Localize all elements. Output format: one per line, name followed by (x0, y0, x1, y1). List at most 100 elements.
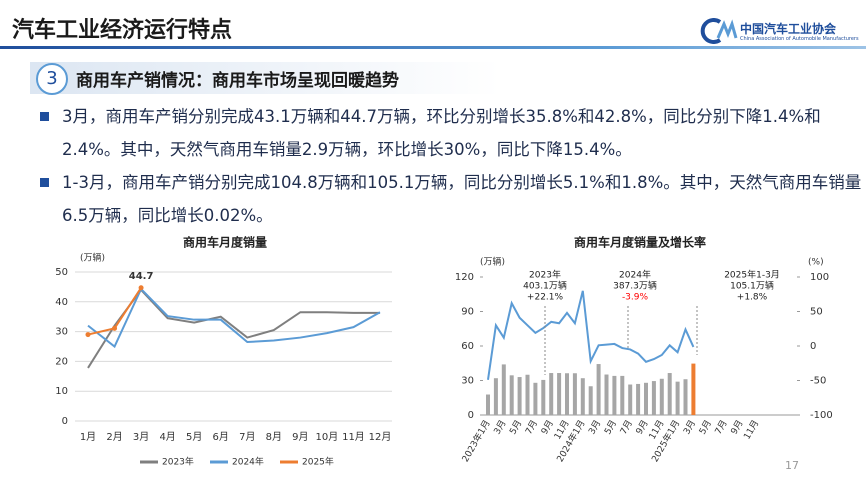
y2-tick-label: 0 (810, 341, 816, 352)
y-tick-label: 30 (55, 327, 68, 338)
bar (493, 378, 498, 415)
legend-label: 2024年 (232, 456, 264, 468)
logo-subtitle: China Association of Automobile Manufact… (740, 36, 859, 42)
x-tick-label: 11月 (342, 431, 365, 443)
bar (572, 373, 577, 415)
y-axis-label: (万辆) (80, 252, 105, 264)
y2-tick-label: 100 (810, 272, 829, 283)
x-tick-label: 3月 (133, 431, 149, 443)
bar (509, 375, 514, 415)
annotation: 2025年1-3月 (724, 269, 780, 281)
x-tick-label: 5月 (602, 418, 619, 436)
header-rule (0, 46, 866, 49)
bar (549, 373, 554, 415)
bar (628, 384, 633, 415)
x-tick-label: 8月 (266, 431, 282, 443)
x-tick-label: 9月 (292, 431, 308, 443)
logo-name: 中国汽车工业协会 (740, 22, 837, 36)
logo-mark (700, 18, 738, 44)
x-tick-label: 12月 (369, 431, 392, 443)
bar (636, 383, 641, 415)
section-band (30, 62, 500, 94)
legend-label: 2023年 (162, 456, 194, 468)
bar (517, 377, 522, 415)
y-tick-label: 10 (55, 386, 68, 397)
bar (501, 364, 506, 415)
bar (612, 375, 617, 415)
series-line (487, 290, 695, 380)
x-tick-label: 6月 (213, 431, 229, 443)
x-tick-label: 10月 (316, 431, 339, 443)
section-heading: 商用车产销情况：商用车市场呈现回暖趋势 (76, 71, 399, 91)
point (85, 332, 91, 338)
bar (525, 374, 530, 415)
bar (659, 378, 664, 415)
bar (565, 373, 569, 415)
annotation: 2023年 (529, 269, 561, 281)
bullet: 1-3月，商用车产销分别完成104.8万辆和105.1万辆，同比分别增长5.1%… (40, 166, 862, 232)
page-number: 17 (785, 459, 799, 472)
y-tick-label: 60 (461, 341, 474, 352)
x-tick-label: 7月 (239, 431, 255, 443)
x-tick-label: 3月 (586, 418, 603, 436)
y-tick-label: 40 (55, 297, 68, 308)
bar (675, 381, 680, 415)
y-tick-label: 20 (55, 356, 68, 367)
x-tick-label: 2023年1月 (459, 418, 493, 464)
y2-tick-label: -50 (810, 376, 826, 387)
annotation: 105.1万辆 (730, 280, 774, 292)
x-tick-label: 5月 (186, 431, 202, 443)
x-tick-label: 7月 (618, 418, 635, 436)
x-tick-label: 7月 (523, 418, 540, 436)
bar (541, 379, 546, 415)
bar (557, 373, 562, 415)
y-tick-label: 0 (468, 410, 474, 421)
legend-label: 2025年 (302, 456, 334, 468)
bar (588, 386, 593, 415)
bar (620, 375, 625, 415)
y-tick-label: 0 (62, 416, 68, 427)
bar (486, 394, 490, 415)
header-title: 汽车工业经济运行特点 (12, 18, 233, 43)
chart-title: 商用车月度销量及增长率 (574, 235, 706, 250)
chart-title: 商用车月度销量 (183, 235, 267, 250)
annotation: 403.1万辆 (523, 280, 567, 292)
annotation: 387.3万辆 (613, 280, 657, 292)
x-tick-label: 3月 (681, 418, 698, 436)
point (112, 325, 118, 331)
annotation: -3.9% (622, 293, 649, 303)
point (138, 285, 144, 291)
bullet: 3月，商用车产销分别完成43.1万辆和44.7万辆，环比分别增长35.8%和42… (40, 100, 862, 166)
bar (667, 373, 672, 415)
y-tick-label: 120 (455, 272, 474, 283)
bar (644, 382, 648, 415)
x-tick-label: 5月 (697, 418, 714, 436)
bar (596, 364, 601, 415)
bar (651, 381, 656, 415)
x-tick-label: 2月 (106, 431, 122, 443)
x-tick-label: 11月 (742, 418, 762, 441)
x-tick-label: 1月 (80, 431, 96, 443)
annotation: +1.8% (737, 293, 768, 303)
bar (691, 363, 696, 415)
annotation: 2024年 (619, 269, 651, 281)
section-number: 3 (36, 63, 68, 95)
series-line (87, 287, 381, 349)
y-tick-label: 30 (461, 376, 474, 387)
bar (580, 378, 585, 415)
y2-tick-label: -100 (810, 410, 833, 421)
bar (683, 379, 688, 415)
data-label: 44.7 (129, 271, 154, 282)
y-axis-label: (万辆) (480, 256, 505, 268)
x-tick-label: 4月 (159, 431, 175, 443)
bar (533, 382, 538, 415)
y2-tick-label: 50 (810, 307, 823, 318)
y-tick-label: 90 (461, 307, 474, 318)
bar (604, 374, 609, 415)
y-tick-label: 50 (55, 267, 68, 278)
annotation: +22.1% (527, 293, 564, 303)
x-tick-label: 7月 (713, 418, 730, 436)
y2-axis-label: (%) (808, 258, 824, 268)
